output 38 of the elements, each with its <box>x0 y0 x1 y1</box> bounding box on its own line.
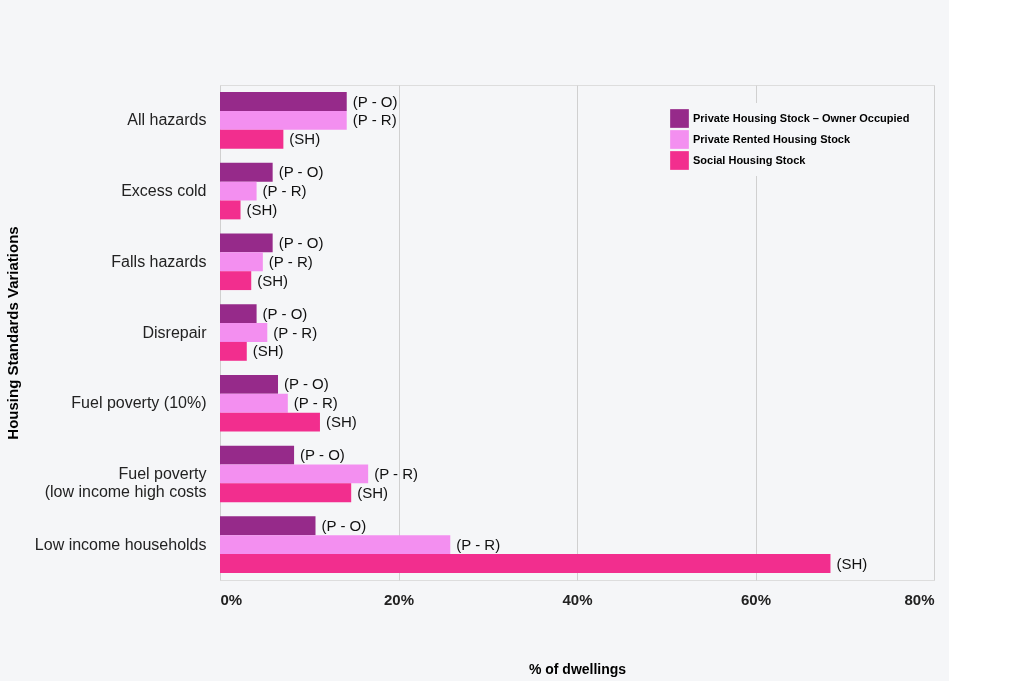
x-tick-label: 80% <box>904 590 935 608</box>
data-label: (P - R) <box>352 111 397 129</box>
y-tick-label: Fuel poverty (10%) <box>71 394 207 412</box>
data-label: (SH) <box>257 271 289 289</box>
data-label: (SH) <box>252 342 284 360</box>
legend-label: Private Housing Stock – Owner Occupied <box>693 111 910 124</box>
data-label: (P - R) <box>268 252 313 270</box>
y-tick-label: Low income households <box>34 535 207 553</box>
data-label: (P - O) <box>284 375 329 393</box>
x-axis-title: % of dwellings <box>528 660 627 677</box>
x-tick-label: 20% <box>383 590 415 608</box>
data-label: (SH) <box>836 554 868 572</box>
legend-label: Private Rented Housing Stock <box>693 132 851 145</box>
data-label: (P - R) <box>273 323 318 341</box>
data-label: (P - R) <box>456 535 501 553</box>
data-label: (SH) <box>289 130 321 148</box>
data-label: (P - O) <box>352 92 398 110</box>
x-tick-label: 0% <box>220 590 243 608</box>
x-tick-label: 60% <box>740 590 772 608</box>
data-label: (P - O) <box>278 233 324 251</box>
data-label: (SH) <box>357 483 389 501</box>
data-label: (SH) <box>325 413 357 431</box>
data-label: (SH) <box>246 200 278 218</box>
data-label: (P - O) <box>300 446 345 464</box>
data-label: (P - O) <box>278 163 324 181</box>
data-label: (P - O) <box>321 516 367 534</box>
data-label: (P - R) <box>374 464 419 482</box>
x-tick-label: 40% <box>562 590 593 608</box>
y-tick-label: Disrepair <box>142 323 208 341</box>
y-tick-label: Excess cold <box>121 182 207 200</box>
data-label: (P - R) <box>293 394 338 412</box>
data-label: (P - R) <box>262 182 307 200</box>
y-tick-label: Falls hazards <box>111 252 207 270</box>
data-label: (P - O) <box>262 304 308 322</box>
y-axis-title: Housing Standards Variations <box>3 226 21 440</box>
legend-label: Social Housing Stock <box>693 153 807 166</box>
y-tick-label: All hazards <box>127 111 207 129</box>
y-tick-label: Fuel poverty (low income high costs <box>44 464 207 500</box>
